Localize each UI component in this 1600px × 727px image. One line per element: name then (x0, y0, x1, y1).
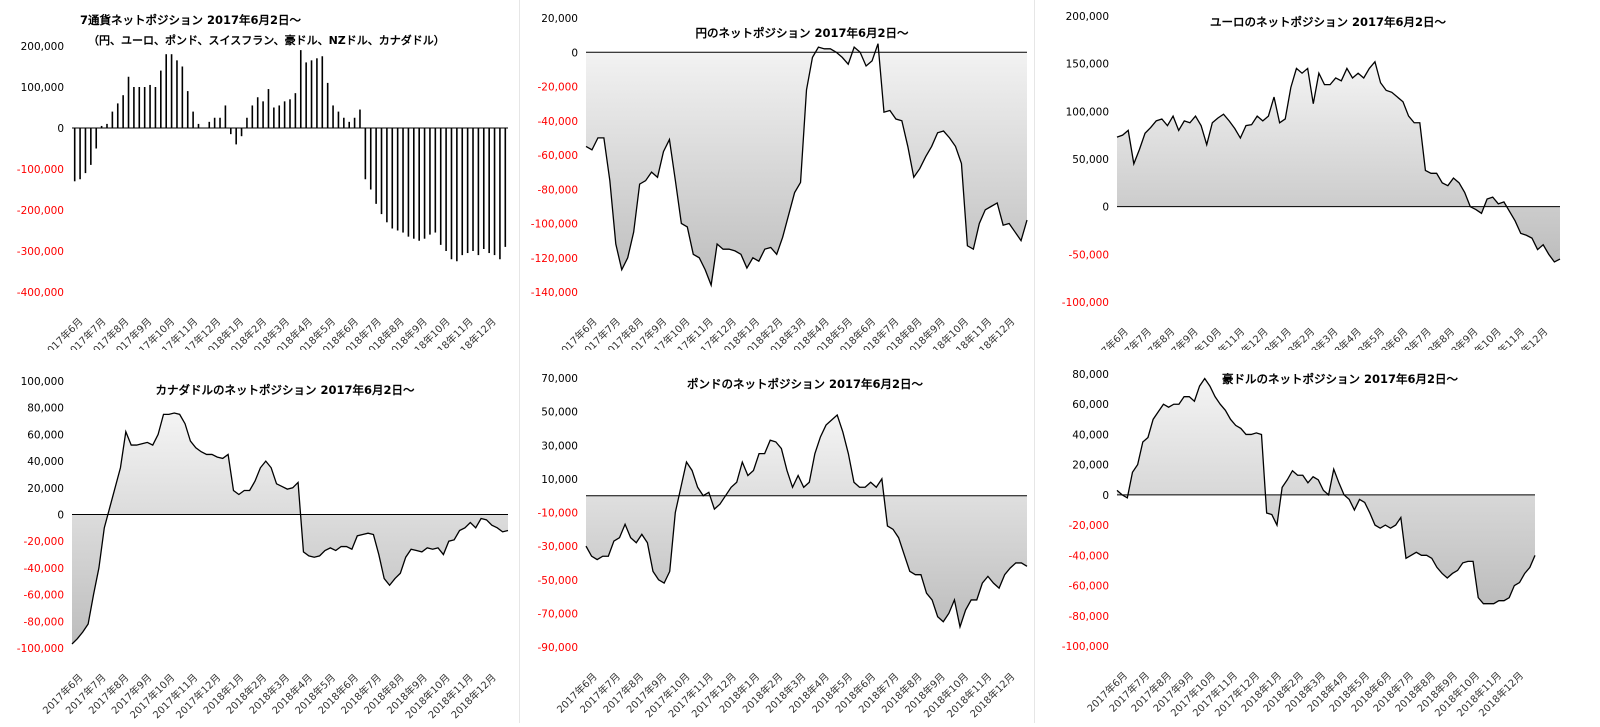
y-tick-label: 10,000 (541, 474, 578, 486)
y-tick-label: 40,000 (27, 456, 64, 468)
panel-divider (1034, 0, 1035, 350)
y-tick-label: -100,000 (17, 164, 64, 176)
y-tick-label: 0 (1102, 490, 1109, 502)
y-tick-label: -100,000 (531, 219, 578, 231)
chart-total-svg: 200,000 100,000 0 -100,000 -200,000 -300,000 -… (17, 13, 508, 365)
y-tick-label: 0 (571, 47, 578, 59)
y-tick-label: 20,000 (1072, 460, 1109, 472)
y-tick-label: 60,000 (27, 429, 64, 441)
area-fill (1117, 61, 1560, 262)
y-tick-label: 20,000 (27, 483, 64, 495)
chart-gbp-svg: 70,000 50,000 30,000 10,000 -10,000 -30,000 -5… (537, 373, 1028, 720)
y-tick-label: 100,000 (21, 82, 64, 94)
y-tick-label: 0 (57, 510, 64, 522)
y-tick-label: -50,000 (537, 575, 578, 587)
chart-title: ユーロのネットポジション 2017年6月2日～ (1210, 15, 1447, 29)
y-tick-label: -40,000 (23, 563, 64, 575)
chart-aud: 80,000 60,000 40,000 20,000 0 -20,000 -40,000 -… (1035, 350, 1600, 723)
y-tick-label: 70,000 (541, 373, 578, 385)
chart-eur: 200,000 150,000 100,000 50,000 0 -50,000 -100,… (1035, 0, 1600, 375)
chart-jpy-svg: 20,000 0 -20,000 -40,000 -60,000 -80,000 -100,… (531, 13, 1028, 365)
y-tick-label: 50,000 (1072, 154, 1109, 166)
y-tick-label: 30,000 (541, 440, 578, 452)
chart-subtitle: （円、ユーロ、ポンド、スイスフラン、豪ドル、NZドル、カナダドル） (88, 33, 445, 47)
y-tick-label: -70,000 (537, 608, 578, 620)
panel-divider (1034, 350, 1035, 723)
chart-aud-svg: 80,000 60,000 40,000 20,000 0 -20,000 -40,000 -… (1062, 369, 1536, 719)
y-tick-label: 0 (57, 123, 64, 135)
y-tick-label: -200,000 (17, 205, 64, 217)
y-tick-label: -50,000 (1068, 249, 1109, 261)
y-tick-label: -120,000 (531, 253, 578, 265)
y-tick-label: 40,000 (1072, 429, 1109, 441)
y-tick-label: -60,000 (23, 590, 64, 602)
y-tick-label: -300,000 (17, 246, 64, 258)
y-tick-label: -30,000 (537, 541, 578, 553)
chart-title: 7通貨ネットポジション 2017年6月2日～ (80, 13, 302, 27)
series-line (1116, 60, 1561, 263)
chart-title: ポンドのネットポジション 2017年6月2日～ (687, 377, 924, 391)
y-tick-label: -90,000 (537, 642, 578, 654)
series-line (585, 413, 1028, 630)
y-tick-label: 0 (1102, 202, 1109, 214)
y-tick-label: -80,000 (537, 184, 578, 196)
chart-title: 円のネットポジション 2017年6月2日～ (695, 26, 909, 40)
y-tick-label: -10,000 (537, 508, 578, 520)
y-tick-label: -80,000 (23, 616, 64, 628)
chart-title: カナダドルのネットポジション 2017年6月2日～ (155, 383, 415, 397)
chart-eur-svg: 200,000 150,000 100,000 50,000 0 -50,000 -100,… (1062, 11, 1561, 375)
series-line (71, 412, 509, 645)
area-fill (1117, 378, 1535, 604)
area-fill (586, 43, 1027, 286)
chart-cad-svg: 100,000 80,000 60,000 40,000 20,000 0 -20,000 -… (17, 376, 509, 721)
y-tick-label: -100,000 (1062, 641, 1109, 653)
y-tick-label: -100,000 (17, 643, 64, 655)
y-tick-label: 80,000 (1072, 369, 1109, 381)
area-fill (72, 413, 508, 644)
panel-divider (519, 350, 520, 723)
y-tick-label: -20,000 (1068, 520, 1109, 532)
chart-jpy: 20,000 0 -20,000 -40,000 -60,000 -80,000 -100,… (520, 0, 1035, 365)
y-tick-label: 60,000 (1072, 399, 1109, 411)
y-tick-label: -20,000 (537, 82, 578, 94)
panel-divider (519, 0, 520, 350)
y-tick-label: -140,000 (531, 287, 578, 299)
y-tick-label: -80,000 (1068, 611, 1109, 623)
y-tick-label: -100,000 (1062, 297, 1109, 309)
area-fill (586, 414, 1027, 627)
y-tick-label: 150,000 (1066, 59, 1109, 71)
y-tick-label: -60,000 (1068, 581, 1109, 593)
y-tick-label: 80,000 (27, 403, 64, 415)
y-tick-label: 200,000 (21, 41, 64, 53)
y-tick-label: 20,000 (541, 13, 578, 25)
y-tick-label: -400,000 (17, 287, 64, 299)
series-line (585, 43, 1028, 288)
chart-title: 豪ドルのネットポジション 2017年6月2日～ (1222, 372, 1459, 386)
y-tick-label: 100,000 (1066, 106, 1109, 118)
y-tick-label: -40,000 (1068, 550, 1109, 562)
y-tick-label: 50,000 (541, 407, 578, 419)
y-tick-label: -40,000 (537, 116, 578, 128)
y-tick-label: -60,000 (537, 150, 578, 162)
y-tick-label: 100,000 (21, 376, 64, 388)
chart-total: 200,000 100,000 0 -100,000 -200,000 -300,000 -… (0, 0, 520, 365)
y-tick-label: 200,000 (1066, 11, 1109, 23)
y-tick-label: -20,000 (23, 536, 64, 548)
series-line (1116, 377, 1536, 605)
x-tick-label: 2017年6月 (1085, 325, 1131, 350)
chart-cad: 100,000 80,000 60,000 40,000 20,000 0 -20,000 -… (0, 350, 520, 723)
chart-gbp: 70,000 50,000 30,000 10,000 -10,000 -30,000 -5… (520, 350, 1035, 723)
